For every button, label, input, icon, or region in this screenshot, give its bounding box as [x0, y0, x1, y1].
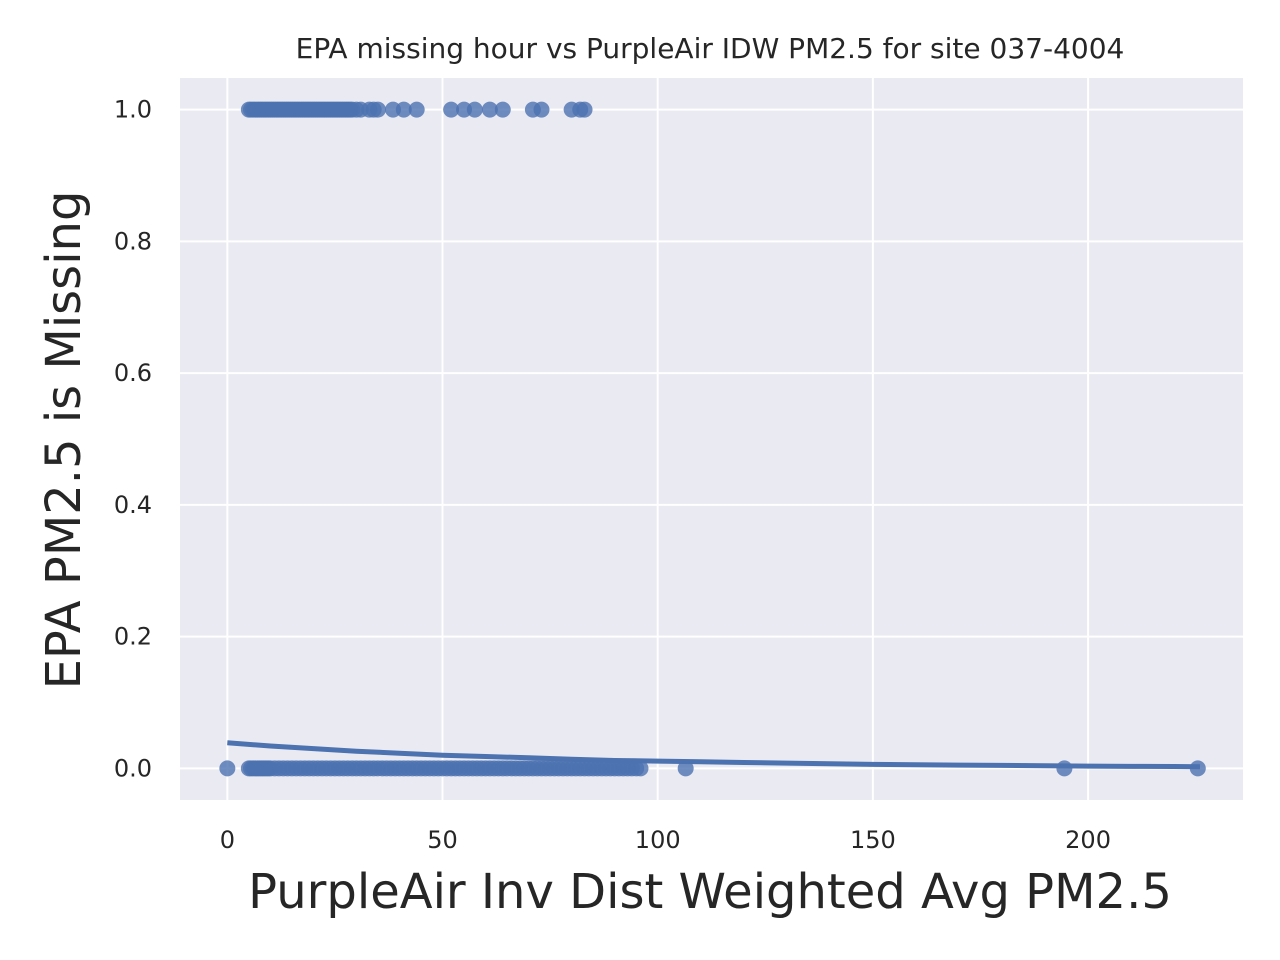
fit-curve-line [227, 740, 1201, 770]
chart-title: EPA missing hour vs PurpleAir IDW PM2.5 … [296, 32, 1125, 65]
point-missing [408, 101, 425, 118]
point-missing [443, 101, 460, 118]
x-tick-label: 200 [1065, 826, 1111, 854]
x-tick-label: 0 [220, 826, 235, 854]
x-tick-label: 50 [427, 826, 458, 854]
y-tick-label: 0.8 [114, 227, 152, 255]
x-tick-label: 150 [850, 826, 896, 854]
point-missing [369, 101, 386, 118]
point-present [632, 760, 649, 777]
y-tick-label: 0.0 [114, 754, 152, 782]
plot-area [180, 78, 1243, 800]
tick-labels: 0 50 100 150 200 0.0 0.2 0.4 0.6 0.8 1.0 [114, 96, 1111, 854]
point-present [677, 760, 694, 777]
y-tick-label: 1.0 [114, 96, 152, 124]
point-missing [533, 101, 550, 118]
point-missing [466, 101, 483, 118]
x-tick-label: 100 [635, 826, 681, 854]
point-missing [481, 101, 498, 118]
y-axis-label: EPA PM2.5 is Missing [36, 191, 92, 690]
data-points [219, 101, 1206, 777]
point-missing [494, 101, 511, 118]
x-axis-label: PurpleAir Inv Dist Weighted Avg PM2.5 [248, 864, 1172, 920]
point-missing [395, 101, 412, 118]
y-tick-label: 0.6 [114, 359, 152, 387]
point-present [219, 760, 236, 777]
point-missing [576, 101, 593, 118]
y-tick-label: 0.4 [114, 491, 152, 519]
y-tick-label: 0.2 [114, 623, 152, 651]
